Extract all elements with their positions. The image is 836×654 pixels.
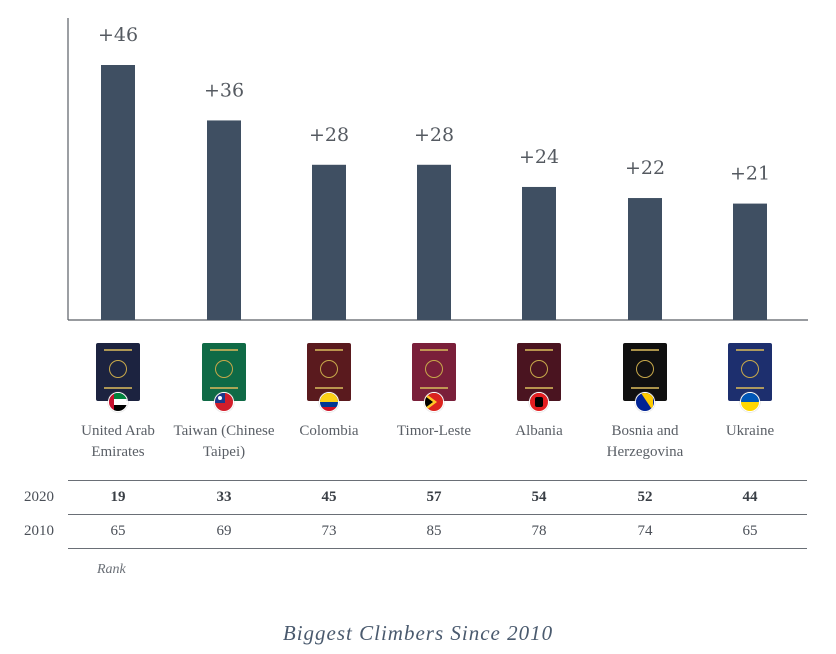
category-label-1: Taiwan (Chinese Taipei) <box>173 423 275 460</box>
rank-2020-1: 33 <box>216 489 232 505</box>
rank-2020-5: 52 <box>637 489 653 505</box>
flag-bosnia-icon <box>635 392 655 412</box>
passport-taiwan-icon <box>202 343 246 401</box>
rank-2010-6: 65 <box>742 523 758 539</box>
bar-3 <box>417 164 451 320</box>
category-label-4: Albania <box>515 423 563 439</box>
value-label-0: +46 <box>98 24 138 46</box>
rank-2020-0: 19 <box>110 489 126 505</box>
rank-2010-1: 69 <box>216 523 232 539</box>
flag-uae-icon <box>108 392 128 412</box>
bar-chart: +46 +36 +28 +28 +24 +22 +21 <box>67 18 808 321</box>
rank-2020-3: 57 <box>426 489 442 505</box>
rank-2010-5: 74 <box>637 523 653 539</box>
rank-2010-0: 65 <box>110 523 126 539</box>
value-label-2: +28 <box>309 124 349 146</box>
value-label-4: +24 <box>519 146 559 168</box>
table-rule-middle <box>68 514 807 515</box>
category-label-6: Ukraine <box>725 423 775 439</box>
rank-2010-3: 85 <box>426 523 442 539</box>
row-label-2020: 2020 <box>24 489 54 505</box>
passport-colombia-icon <box>307 343 351 401</box>
rank-footnote: Rank <box>97 562 126 577</box>
category-label-3: Timor-Leste <box>396 423 472 439</box>
flag-albania-icon <box>529 392 549 412</box>
rank-2010-2: 73 <box>321 523 337 539</box>
passport-bosnia-icon <box>623 343 667 401</box>
row-label-2010: 2010 <box>24 523 54 539</box>
category-label-2: Colombia <box>299 423 359 439</box>
value-label-6: +21 <box>730 163 770 185</box>
passport-ukraine-icon <box>728 343 772 401</box>
value-label-3: +28 <box>414 124 454 146</box>
rank-2020-4: 54 <box>531 489 547 505</box>
value-label-1: +36 <box>204 79 244 101</box>
flag-timor-icon <box>424 392 444 412</box>
bar-4 <box>522 186 556 320</box>
bar-2 <box>312 164 346 320</box>
category-label-5: Bosnia and Herzegovina <box>606 423 684 460</box>
flag-colombia-icon <box>319 392 339 412</box>
rank-2020-2: 45 <box>321 489 337 505</box>
bar-5 <box>628 198 662 320</box>
bar-6 <box>733 203 767 320</box>
table-rule-bottom <box>68 548 807 549</box>
passport-albania-icon <box>517 343 561 401</box>
category-label-0: United Arab Emirates <box>81 423 155 460</box>
rank-2010-4: 78 <box>531 523 547 539</box>
passport-uae-icon <box>96 343 140 401</box>
bar-0 <box>101 65 135 320</box>
value-label-5: +22 <box>625 157 665 179</box>
passport-timor-icon <box>412 343 456 401</box>
flag-ukraine-icon <box>740 392 760 412</box>
rank-2020-6: 44 <box>742 489 758 505</box>
flag-taiwan-icon <box>214 392 234 412</box>
chart-caption: Biggest Climbers Since 2010 <box>282 621 554 645</box>
bar-1 <box>207 120 241 320</box>
table-rule-top <box>68 480 807 481</box>
